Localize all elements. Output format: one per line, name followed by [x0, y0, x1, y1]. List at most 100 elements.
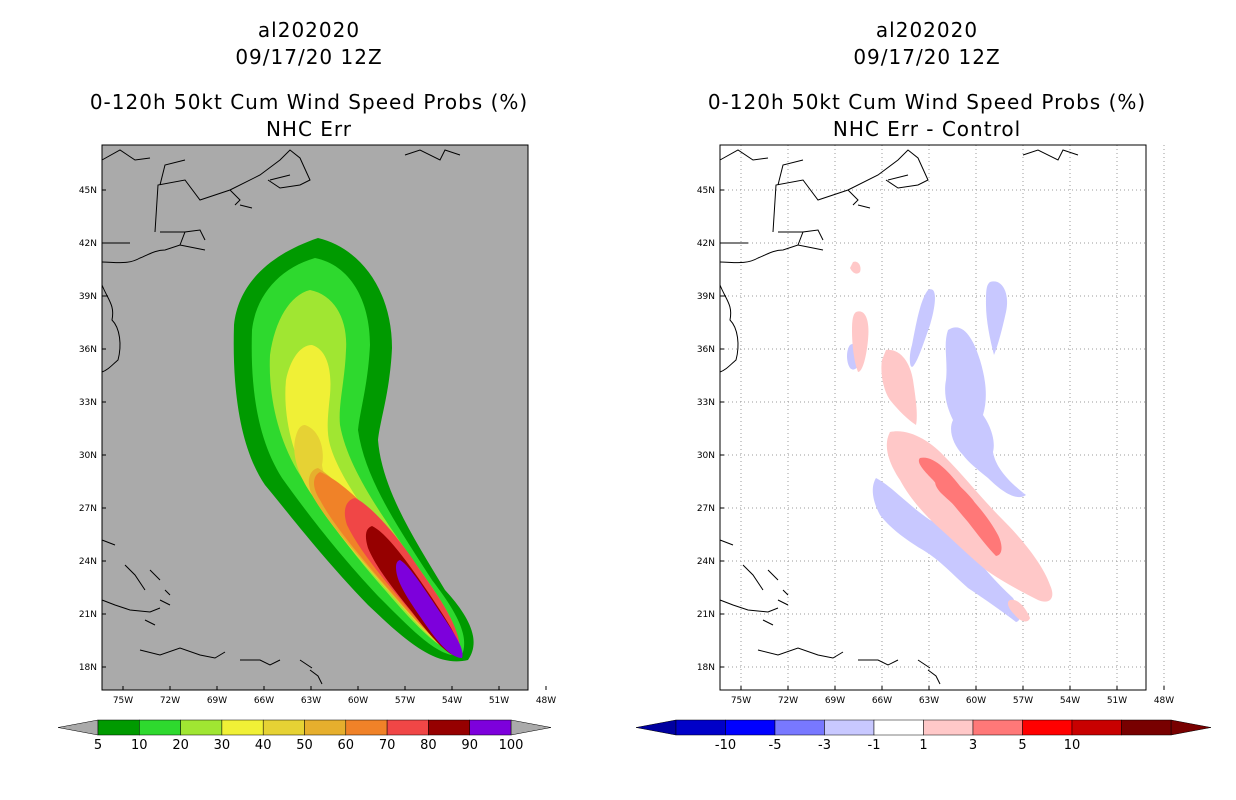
lat-label: 24N — [697, 557, 715, 567]
colorbar-label: 5 — [1018, 738, 1026, 753]
right-latitude-labels: 45N 42N 39N 36N 33N 30N 27N 24N 21N 18N — [697, 186, 724, 673]
lon-label: 72W — [778, 696, 798, 706]
right-subtitle: NHC Err - Control — [832, 117, 1022, 141]
lat-label: 42N — [79, 239, 97, 249]
lon-label: 60W — [966, 696, 986, 706]
lat-label: 33N — [697, 398, 715, 408]
left-map: 45N 42N 39N 36N 33N 30N 27N 24N 21N 18N 75W 72W 69W… — [57, 144, 556, 753]
colorbar-swatch — [1071, 719, 1122, 736]
left-title: 0-120h 50kt Cum Wind Speed Probs (%) — [89, 90, 529, 114]
colorbar-over-arrow — [510, 719, 552, 736]
right-map-frame — [719, 144, 1147, 691]
colorbar-label: -3 — [818, 738, 831, 753]
left-subtitle: NHC Err — [265, 117, 353, 141]
colorbar-swatch — [180, 719, 223, 736]
lon-label: 66W — [254, 696, 274, 706]
right-storm-id: al202020 — [875, 18, 979, 42]
left-colorbar: 5 10 20 30 40 50 60 70 80 90 100 — [57, 719, 552, 753]
colorbar-swatch — [725, 719, 776, 736]
lon-label: 51W — [1107, 696, 1127, 706]
colorbar-swatch — [262, 719, 305, 736]
lat-label: 18N — [79, 663, 97, 673]
colorbar-label: -10 — [715, 738, 736, 753]
contour-90 — [396, 560, 463, 658]
lon-label: 63W — [301, 696, 321, 706]
lat-label: 33N — [79, 398, 97, 408]
left-storm-id: al202020 — [257, 18, 361, 42]
colorbar-under-arrow — [57, 719, 99, 736]
pos-region — [850, 261, 861, 274]
colorbar-swatch — [97, 719, 140, 736]
colorbar-label: -1 — [868, 738, 881, 753]
lat-label: 21N — [79, 610, 97, 620]
lat-label: 36N — [79, 345, 97, 355]
colorbar-over-arrow — [1170, 719, 1212, 736]
lat-label: 30N — [697, 451, 715, 461]
colorbar-label: 20 — [172, 738, 189, 753]
colorbar-label: 5 — [94, 738, 102, 753]
lat-label: 45N — [697, 186, 715, 196]
lon-label: 69W — [207, 696, 227, 706]
colorbar-swatch — [1121, 719, 1172, 736]
colorbar-label: 90 — [461, 738, 478, 753]
left-map-frame — [101, 144, 529, 691]
colorbar-swatch — [386, 719, 429, 736]
left-panel: al202020 09/17/20 12Z 0-120h 50kt Cum Wi… — [57, 18, 556, 753]
colorbar-swatch — [345, 719, 388, 736]
right-title: 0-120h 50kt Cum Wind Speed Probs (%) — [707, 90, 1147, 114]
right-coastlines — [719, 149, 1079, 685]
lon-label: 66W — [872, 696, 892, 706]
neg-region — [909, 289, 935, 367]
lon-label: 75W — [731, 696, 751, 706]
colorbar-swatch — [1022, 719, 1073, 736]
lat-label: 45N — [79, 186, 97, 196]
lon-label: 60W — [348, 696, 368, 706]
colorbar-swatch — [469, 719, 512, 736]
neg-region — [986, 281, 1008, 355]
lon-label: 48W — [1154, 696, 1174, 706]
colorbar-label: 1 — [919, 738, 927, 753]
lon-label: 51W — [489, 696, 509, 706]
colorbar-swatch — [873, 719, 924, 736]
right-panel: al202020 09/17/20 12Z 0-120h 50kt Cum Wi… — [618, 0, 1236, 800]
lon-label: 57W — [1013, 696, 1033, 706]
colorbar-swatch — [675, 719, 726, 736]
right-map: 45N 42N 39N 36N 33N 30N 27N 24N 21N 18N 75W 72W 69W… — [635, 144, 1212, 753]
colorbar-under-arrow — [635, 719, 677, 736]
right-longitude-labels: 75W 72W 69W 66W 63W 60W 57W 54W 51W 48W — [731, 686, 1174, 706]
right-datetime: 09/17/20 12Z — [853, 45, 1001, 69]
left-probability-contours — [233, 238, 474, 662]
lon-label: 54W — [442, 696, 462, 706]
lon-label: 75W — [113, 696, 133, 706]
lon-label: 57W — [395, 696, 415, 706]
right-map-background — [720, 145, 1146, 690]
lat-label: 36N — [697, 345, 715, 355]
lat-label: 42N — [697, 239, 715, 249]
left-latitude-labels: 45N 42N 39N 36N 33N 30N 27N 24N 21N 18N — [79, 186, 106, 673]
colorbar-label: -5 — [769, 738, 782, 753]
lat-label: 39N — [79, 292, 97, 302]
right-colorbar: -10 -5 -3 -1 1 3 5 10 — [635, 719, 1212, 753]
pos-region — [852, 311, 869, 372]
lon-label: 72W — [160, 696, 180, 706]
lat-label: 39N — [697, 292, 715, 302]
colorbar-label: 40 — [255, 738, 272, 753]
lon-label: 69W — [825, 696, 845, 706]
colorbar-swatch — [824, 719, 875, 736]
colorbar-label: 50 — [296, 738, 313, 753]
lat-label: 21N — [697, 610, 715, 620]
neg-region — [872, 478, 1020, 622]
colorbar-label: 60 — [338, 738, 355, 753]
colorbar-label: 10 — [131, 738, 148, 753]
colorbar-swatch — [923, 719, 974, 736]
colorbar-label: 30 — [214, 738, 231, 753]
pos-region — [881, 349, 917, 425]
lon-label: 54W — [1060, 696, 1080, 706]
lon-label: 63W — [919, 696, 939, 706]
pos-region — [935, 477, 978, 518]
colorbar-swatch — [139, 719, 181, 736]
colorbar-label: 70 — [379, 738, 396, 753]
colorbar-swatch — [428, 719, 470, 736]
lat-label: 27N — [79, 504, 97, 514]
colorbar-swatch — [304, 719, 347, 736]
